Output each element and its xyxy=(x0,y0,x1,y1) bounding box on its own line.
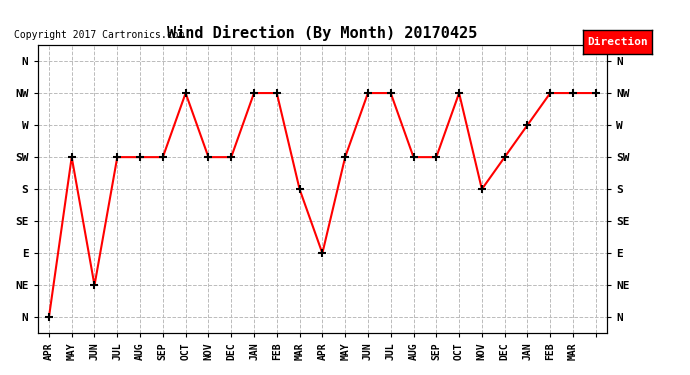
Text: Copyright 2017 Cartronics.com: Copyright 2017 Cartronics.com xyxy=(14,30,184,39)
Text: Direction: Direction xyxy=(587,37,648,47)
Title: Wind Direction (By Month) 20170425: Wind Direction (By Month) 20170425 xyxy=(167,25,477,41)
